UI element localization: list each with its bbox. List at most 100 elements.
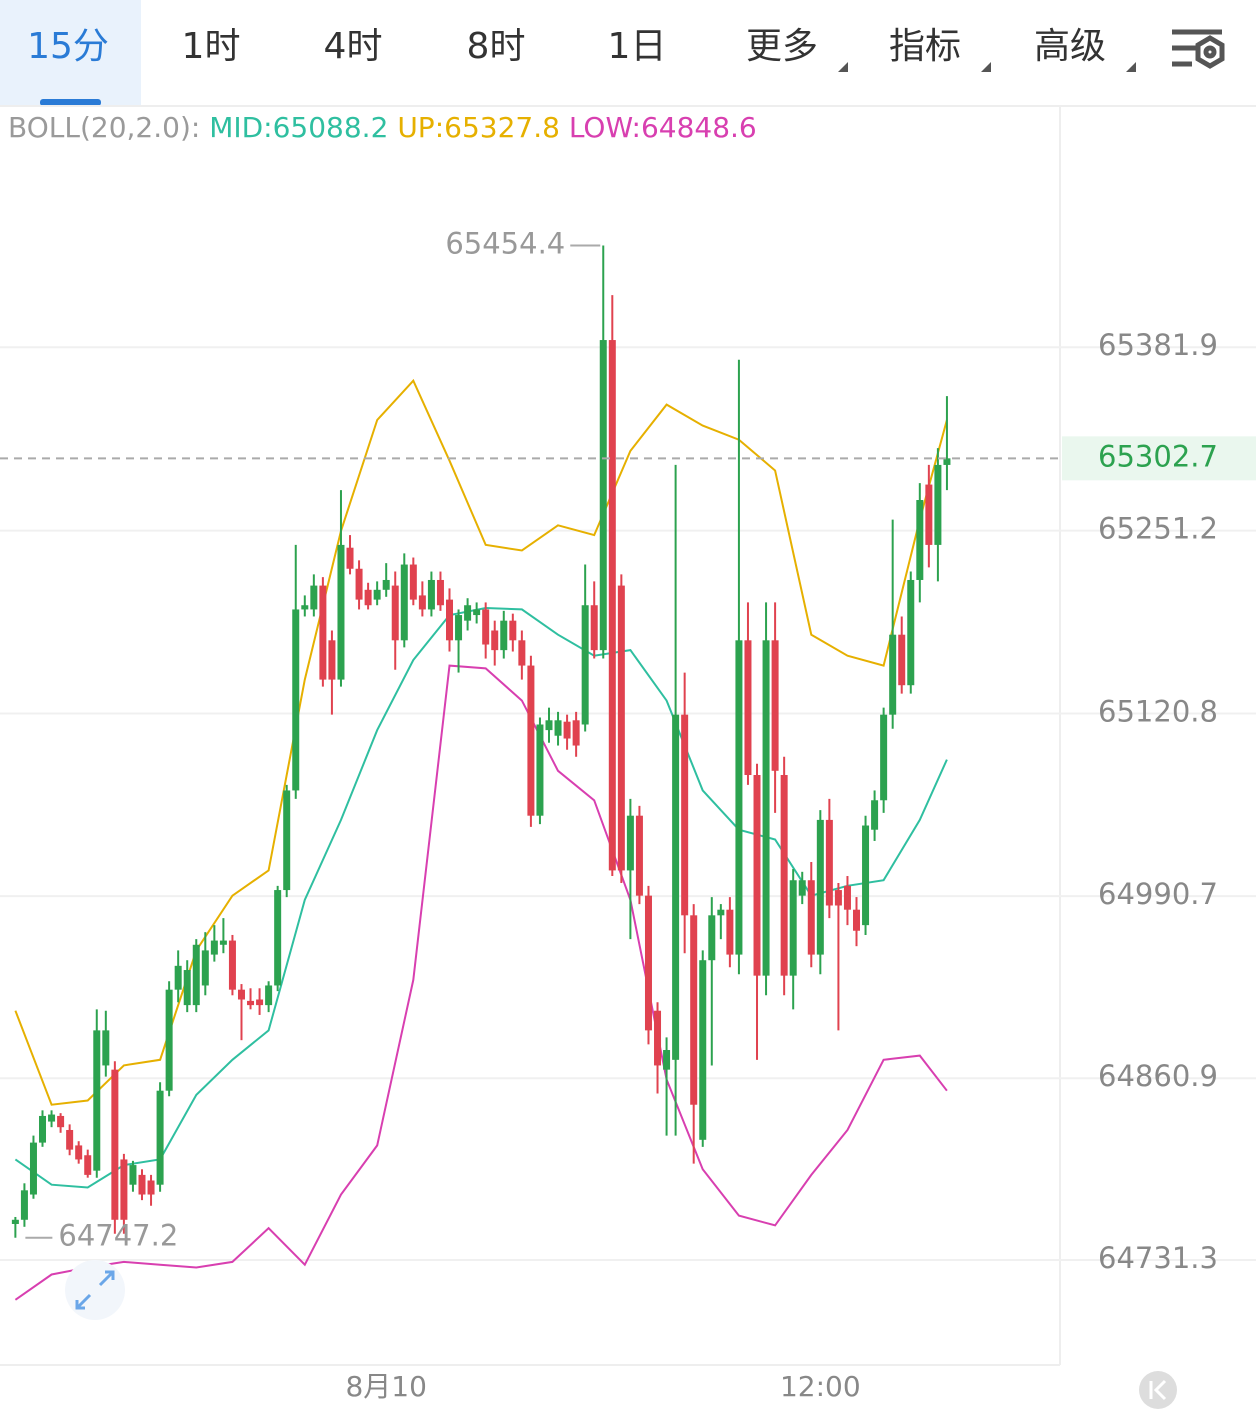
dropdown-arrow <box>1126 62 1136 72</box>
candle-body <box>690 915 698 1105</box>
candle-body <box>292 609 300 791</box>
candle-body <box>744 640 752 776</box>
candle-body <box>11 1219 19 1224</box>
candle-body <box>789 880 797 976</box>
candle-body <box>599 340 607 651</box>
candle-body <box>464 605 472 621</box>
candle-body <box>455 615 463 641</box>
tab-label: 1时 <box>182 26 241 67</box>
tab[interactable]: 8时 <box>467 26 526 67</box>
icon-glyph <box>1149 1379 1167 1401</box>
back-icon[interactable] <box>1139 1371 1177 1409</box>
candle-body <box>247 1000 255 1006</box>
candle-body <box>708 915 716 961</box>
candle-body <box>925 484 933 545</box>
legend-entry: UP:65327.8 <box>397 111 560 144</box>
tab[interactable]: 15分 <box>0 0 141 106</box>
settings-icon[interactable] <box>1172 29 1225 69</box>
candle-body <box>66 1129 74 1150</box>
max-label: 65454.4 <box>445 226 565 260</box>
candle-body <box>563 721 571 739</box>
candle-body <box>491 630 499 651</box>
candle-body <box>626 815 634 871</box>
last-price-label: 65302.7 <box>1098 439 1218 473</box>
tab[interactable]: 指标 <box>889 26 991 72</box>
candle-body <box>509 620 517 641</box>
candle-body <box>301 605 309 610</box>
candle-body <box>853 909 861 931</box>
candle-body <box>391 585 399 641</box>
tab[interactable]: 4时 <box>324 26 383 67</box>
expand-icon[interactable] <box>65 1260 125 1320</box>
candle-body <box>102 1030 110 1066</box>
icon-bg <box>65 1260 125 1320</box>
icon-arrows <box>75 1270 115 1310</box>
candle-body <box>174 965 182 990</box>
candle-body <box>934 464 942 545</box>
candle-body <box>237 989 245 1000</box>
candle-body <box>147 1180 155 1195</box>
candle-body <box>120 1159 128 1220</box>
candle-body <box>228 940 236 990</box>
candle-body <box>880 714 888 801</box>
candle-body <box>436 579 444 606</box>
candle-body <box>210 940 218 955</box>
dropdown-arrow <box>981 62 991 72</box>
icon-dot <box>1203 45 1217 59</box>
candle-body <box>129 1165 137 1185</box>
candle-body <box>916 500 924 580</box>
candle-body <box>111 1069 119 1220</box>
candle-body <box>762 640 770 976</box>
candle-body <box>617 585 625 871</box>
tab-label: 4时 <box>324 26 383 67</box>
x-tick-label: 12:00 <box>780 1370 861 1403</box>
legend-entry: LOW:64848.6 <box>569 111 757 144</box>
tab[interactable]: 1日 <box>608 26 667 67</box>
y-tick-label: 65120.8 <box>1098 695 1218 729</box>
candle-body <box>473 609 481 616</box>
candle-body <box>518 640 526 666</box>
y-tick-label: 65381.9 <box>1098 328 1218 362</box>
tab-label: 指标 <box>889 26 961 67</box>
y-tick-label: 64990.7 <box>1098 877 1218 911</box>
min-label: 64747.2 <box>58 1219 178 1253</box>
candle-body <box>780 775 788 976</box>
candle-body <box>545 720 553 731</box>
candle-body <box>554 720 562 736</box>
candle-body <box>57 1115 65 1128</box>
candle-body <box>654 1010 662 1066</box>
candle-body <box>409 564 417 600</box>
candle-body <box>93 1030 101 1171</box>
tab-label: 8时 <box>467 26 526 67</box>
y-tick-label: 64860.9 <box>1098 1059 1218 1093</box>
candle-body <box>753 775 761 976</box>
tab[interactable]: 1时 <box>182 26 241 67</box>
candle-body <box>590 605 598 651</box>
tab[interactable]: 高级 <box>1034 26 1136 72</box>
candle-body <box>889 634 897 715</box>
candle-body <box>283 790 291 891</box>
icon-hex <box>1195 35 1225 69</box>
candle-body <box>825 819 833 906</box>
candle-body <box>274 890 282 986</box>
candle-body <box>572 720 580 746</box>
candle-body <box>337 544 345 680</box>
candle-body <box>798 880 806 896</box>
candle-body <box>871 800 879 830</box>
legend-entry: BOLL(20,2.0): <box>8 111 200 144</box>
candle-body <box>201 950 209 986</box>
candle-body <box>418 595 426 610</box>
tab-indicator <box>40 99 101 106</box>
candle-body <box>310 585 318 610</box>
candle-body <box>364 589 372 606</box>
candle-body <box>771 640 779 771</box>
candle-body <box>400 564 408 641</box>
candle-body <box>681 714 689 916</box>
candle-body <box>843 885 851 910</box>
candle-body <box>717 909 725 916</box>
last-price-bg <box>1062 436 1256 481</box>
tab[interactable]: 更多 <box>746 26 848 72</box>
